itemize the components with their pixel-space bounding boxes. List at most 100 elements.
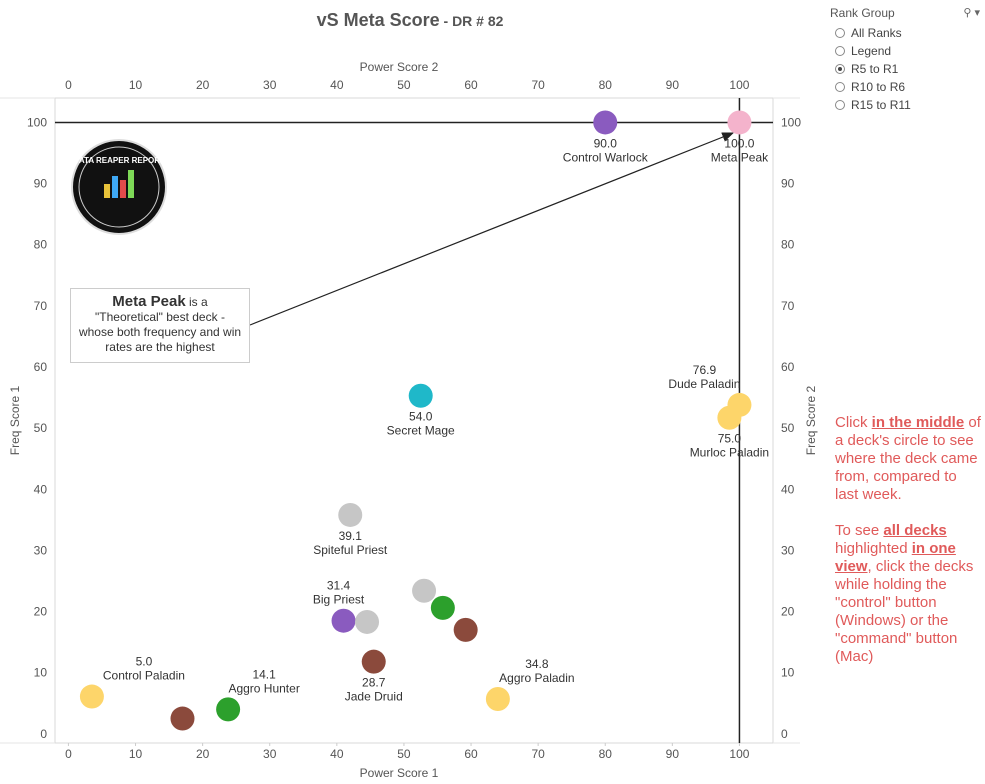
y-right-tick-label: 100 [781, 115, 801, 129]
annotation-bold: Meta Peak [112, 293, 186, 310]
y-right-tick-label: 70 [781, 299, 795, 313]
deck-name-label: Big Priest [313, 593, 365, 607]
instructions-note: Click in the middle of a deck's circle t… [835, 414, 983, 684]
filter-option-label: Legend [851, 44, 892, 58]
y-tick-label: 30 [34, 543, 48, 557]
title-main: vS Meta Score [316, 10, 440, 30]
radio-icon[interactable] [835, 100, 845, 110]
chart-title: vS Meta Score - DR # 82 [0, 10, 820, 31]
y-tick-label: 100 [27, 115, 47, 129]
deck-score-label: 90.0 [594, 136, 618, 150]
x-tick-label: 80 [599, 747, 613, 761]
y-tick-label: 10 [34, 666, 48, 680]
deck-point[interactable] [79, 684, 104, 709]
y-axis-label: Freq Score 1 [8, 385, 22, 455]
x-tick-label: 0 [65, 747, 72, 761]
deck-score-label: 5.0 [136, 655, 153, 669]
y-right-tick-label: 10 [781, 666, 795, 680]
x-tick-label: 50 [397, 747, 411, 761]
x-top-tick-label: 80 [599, 78, 613, 92]
deck-point[interactable] [727, 110, 752, 135]
title-sub: - DR # 82 [439, 13, 504, 29]
deck-point[interactable] [170, 706, 195, 731]
radio-icon[interactable] [835, 64, 845, 74]
deck-point[interactable] [717, 405, 742, 430]
y-right-tick-label: 50 [781, 421, 795, 435]
deck-name-label: Aggro Hunter [228, 681, 299, 695]
note-emphasis: all decks [883, 522, 947, 539]
filter-option-r5-to-r1[interactable]: R5 to R1 [830, 60, 980, 78]
deck-name-label: Jade Druid [345, 690, 403, 704]
x-top-tick-label: 20 [196, 78, 210, 92]
deck-score-label: 34.8 [525, 657, 549, 671]
logo: DATA REAPER REPORT [71, 139, 167, 235]
filter-search-icon[interactable]: ⚲ ▾ [963, 7, 980, 19]
deck-score-label: 100.0 [724, 136, 754, 150]
y-right-tick-label: 30 [781, 543, 795, 557]
note-emphasis: in one view [835, 540, 956, 575]
filter-option-label: R10 to R6 [851, 80, 906, 94]
radio-icon[interactable] [835, 46, 845, 56]
deck-score-label: 76.9 [693, 363, 717, 377]
deck-point[interactable] [412, 578, 437, 603]
deck-point[interactable] [361, 649, 386, 674]
y-right-tick-label: 60 [781, 360, 795, 374]
meta-peak-annotation: Meta Peak is a "Theoretical" best deck -… [70, 288, 250, 363]
filter-option-label: All Ranks [851, 26, 902, 40]
deck-name-label: Control Paladin [103, 669, 185, 683]
y-right-tick-label: 0 [781, 727, 788, 741]
y-tick-label: 0 [40, 727, 47, 741]
radio-icon[interactable] [835, 82, 845, 92]
note-text: of a deck's circle to see where the deck… [835, 414, 981, 503]
x-top-tick-label: 30 [263, 78, 277, 92]
y-right-tick-label: 20 [781, 605, 795, 619]
deck-name-label: Aggro Paladin [499, 671, 574, 685]
y-right-tick-label: 80 [781, 238, 795, 252]
note-text: Click [835, 414, 872, 431]
y-tick-label: 90 [34, 177, 48, 191]
x-tick-label: 60 [464, 747, 478, 761]
filter-title: Rank Group [830, 6, 895, 20]
filter-option-legend[interactable]: Legend [830, 42, 980, 60]
note-text: , click the decks while holding the "con… [835, 558, 974, 665]
y-axis-right-label: Freq Score 2 [804, 385, 818, 455]
filter-option-r15-to-r11[interactable]: R15 to R11 [830, 96, 980, 114]
x-top-tick-label: 90 [666, 78, 680, 92]
filter-option-label: R15 to R11 [851, 98, 911, 112]
deck-point[interactable] [355, 609, 380, 634]
y-tick-label: 60 [34, 360, 48, 374]
deck-name-label: Meta Peak [711, 150, 769, 164]
deck-point[interactable] [453, 617, 478, 642]
filter-option-r10-to-r6[interactable]: R10 to R6 [830, 78, 980, 96]
deck-point[interactable] [408, 383, 433, 408]
deck-name-label: Murloc Paladin [690, 446, 769, 460]
y-tick-label: 40 [34, 482, 48, 496]
deck-point[interactable] [338, 502, 363, 527]
deck-name-label: Dude Paladin [668, 377, 740, 391]
x-tick-label: 10 [129, 747, 143, 761]
filter-option-all-ranks[interactable]: All Ranks [830, 24, 980, 42]
note-text: highlighted [835, 540, 912, 557]
note-text: To see [835, 522, 884, 539]
deck-score-label: 14.1 [252, 667, 276, 681]
meta-peak-arrow [249, 132, 735, 326]
x-tick-label: 100 [729, 747, 749, 761]
x-axis-label: Power Score 1 [360, 766, 439, 780]
y-tick-label: 20 [34, 605, 48, 619]
filter-option-label: R5 to R1 [851, 62, 899, 76]
y-tick-label: 70 [34, 299, 48, 313]
deck-point[interactable] [593, 110, 618, 135]
y-right-tick-label: 40 [781, 482, 795, 496]
x-top-tick-label: 60 [464, 78, 478, 92]
deck-point[interactable] [485, 686, 510, 711]
deck-point[interactable] [331, 608, 356, 633]
deck-point[interactable] [430, 595, 455, 620]
x-axis-top-label: Power Score 2 [360, 60, 439, 74]
x-tick-label: 70 [531, 747, 545, 761]
x-top-tick-label: 70 [531, 78, 545, 92]
x-tick-label: 20 [196, 747, 210, 761]
radio-icon[interactable] [835, 28, 845, 38]
deck-point[interactable] [216, 697, 241, 722]
deck-score-label: 54.0 [409, 410, 433, 424]
